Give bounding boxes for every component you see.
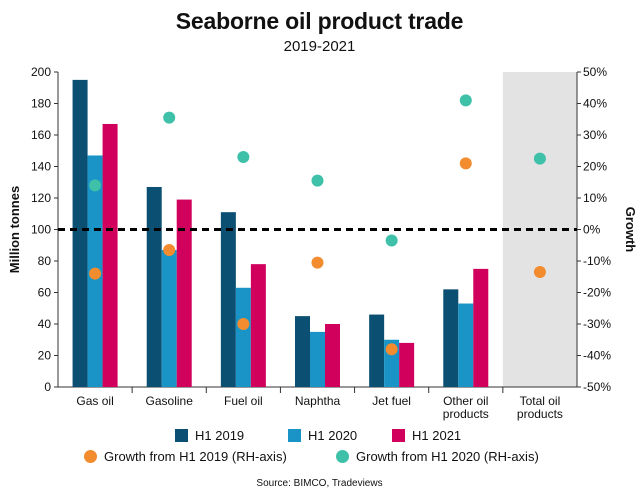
legend-label-growth-2020: Growth from H1 2020 (RH-axis): [356, 449, 539, 464]
point-growth-from-h1-2020-rh-axis-naphtha: [311, 174, 324, 187]
bar-h1-2021-fuel-oil: [250, 264, 266, 387]
x-tick-label: Other oil: [443, 394, 488, 408]
point-growth-from-h1-2019-rh-axis-other-oil-products: [459, 157, 472, 170]
legend-label-h1-2019: H1 2019: [195, 428, 245, 443]
y2-tick-label: -30%: [583, 317, 611, 331]
chart-title: Seaborne oil product trade: [175, 8, 464, 34]
bar-h1-2021-gasoline: [176, 199, 192, 387]
source-note: Source: BIMCO, Tradeviews: [256, 478, 383, 489]
y-tick-label: 60: [38, 286, 52, 300]
y-tick-label: 40: [38, 317, 52, 331]
bar-h1-2020-gasoline: [161, 249, 177, 387]
legend-label-growth-2019: Growth from H1 2019 (RH-axis): [104, 449, 287, 464]
y-tick-label: 200: [31, 65, 51, 79]
bar-h1-2019-jet-fuel: [369, 314, 385, 387]
y-tick-label: 80: [38, 254, 52, 268]
bar-h1-2020-naphtha: [310, 331, 325, 387]
y2-tick-label: -40%: [583, 349, 611, 363]
bar-h1-2019-fuel-oil: [220, 212, 236, 387]
point-growth-from-h1-2020-rh-axis-other-oil-products: [459, 94, 472, 107]
y-tick-label: 0: [44, 380, 51, 394]
legend-swatch-h1-2020: [288, 429, 301, 442]
bar-h1-2019-gasoline: [146, 186, 162, 387]
legend-dot-growth-2020: [336, 450, 349, 463]
bar-h1-2021-naphtha: [325, 324, 340, 387]
x-tick-label: Gasoline: [146, 394, 194, 408]
y-tick-label: 120: [31, 191, 51, 205]
y2-tick-label: -50%: [583, 380, 611, 394]
y2-tick-label: 40%: [583, 97, 607, 111]
point-growth-from-h1-2019-rh-axis-naphtha: [311, 256, 324, 269]
legend-item-h1-2021: H1 2021: [392, 428, 461, 443]
y2-tick-label: 20%: [583, 160, 607, 174]
x-tick-label: products: [517, 407, 563, 421]
y2-axis-title: Growth: [623, 207, 638, 253]
bar-h1-2019-other-oil-products: [443, 289, 459, 387]
x-tick-label: Fuel oil: [224, 394, 263, 408]
y2-tick-label: -10%: [583, 254, 611, 268]
y-tick-label: 160: [31, 128, 51, 142]
point-growth-from-h1-2020-rh-axis-fuel-oil: [237, 151, 250, 164]
legend-swatch-h1-2021: [392, 429, 405, 442]
x-tick-label: Jet fuel: [372, 394, 411, 408]
bar-h1-2021-gas-oil: [102, 123, 118, 387]
bar-h1-2021-jet-fuel: [399, 342, 415, 387]
bar-h1-2020-fuel-oil: [235, 287, 251, 387]
legend-swatch-h1-2019: [175, 429, 188, 442]
x-tick-label: Total oil: [520, 394, 561, 408]
legend-item-h1-2020: H1 2020: [288, 428, 357, 443]
x-tick-label: Naphtha: [295, 394, 341, 408]
y2-tick-label: 50%: [583, 65, 607, 79]
y2-tick-label: 30%: [583, 128, 607, 142]
point-growth-from-h1-2019-rh-axis-fuel-oil: [237, 318, 250, 330]
x-tick-label: Gas oil: [76, 394, 113, 408]
y2-tick-label: 0%: [583, 223, 601, 237]
point-growth-from-h1-2020-rh-axis-gasoline: [163, 111, 176, 124]
y2-tick-label: -20%: [583, 286, 611, 300]
point-growth-from-h1-2020-rh-axis-jet-fuel: [385, 234, 398, 247]
bar-h1-2021-other-oil-products: [473, 268, 489, 387]
legend-item-growth-2020: Growth from H1 2020 (RH-axis): [336, 449, 539, 464]
legend-item-h1-2019: H1 2019: [175, 428, 244, 443]
legend-dot-growth-2019: [84, 450, 97, 463]
point-growth-from-h1-2019-rh-axis-gasoline: [163, 243, 176, 256]
x-tick-label: products: [443, 407, 489, 421]
point-growth-from-h1-2020-rh-axis-total-oil-products: [533, 152, 546, 165]
y-tick-label: 20: [38, 349, 52, 363]
y2-tick-label: 10%: [583, 191, 607, 205]
bar-h1-2019-naphtha: [295, 316, 310, 387]
point-growth-from-h1-2019-rh-axis-jet-fuel: [385, 343, 398, 356]
legend-label-h1-2021: H1 2021: [412, 428, 462, 443]
y-tick-label: 100: [31, 223, 51, 237]
bar-h1-2020-other-oil-products: [458, 303, 474, 387]
y-tick-label: 180: [31, 97, 51, 111]
point-growth-from-h1-2020-rh-axis-gas-oil: [89, 179, 102, 192]
point-growth-from-h1-2019-rh-axis-gas-oil: [89, 267, 102, 280]
y-tick-label: 140: [31, 160, 51, 174]
y-axis-title: Million tonnes: [7, 186, 22, 273]
bar-h1-2019-gas-oil: [72, 79, 88, 387]
chart-subtitle: 2019-2021: [283, 38, 356, 55]
point-growth-from-h1-2019-rh-axis-total-oil-products: [533, 266, 546, 279]
legend-item-growth-2019: Growth from H1 2019 (RH-axis): [84, 449, 287, 464]
legend-label-h1-2020: H1 2020: [308, 428, 358, 443]
